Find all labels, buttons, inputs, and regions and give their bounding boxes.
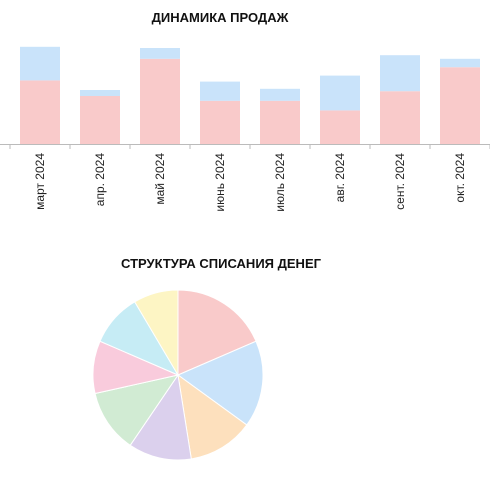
- x-tick-label: май 2024: [153, 153, 167, 205]
- bar-segment-1-6: [320, 110, 360, 144]
- pie-slice-2: [176, 340, 264, 426]
- x-tick-label: авг. 2024: [333, 153, 347, 203]
- x-tick-label: июнь 2024: [213, 153, 227, 212]
- bar-segment-2-1: [20, 46, 60, 81]
- bar-segment-2-7: [380, 55, 420, 92]
- bar-segment-1-4: [200, 100, 240, 144]
- pie-slice-5: [94, 374, 180, 446]
- sales-plot-area: [20, 46, 480, 144]
- bar-segment-2-4: [200, 81, 240, 101]
- bar-segment-2-5: [260, 88, 300, 101]
- bar-segment-1-5: [260, 100, 300, 144]
- pie-chart-title: СТРУКТУРА СПИСАНИЯ ДЕНЕГ: [121, 256, 322, 271]
- x-tick-label: апр. 2024: [93, 153, 107, 207]
- money-writeoff-structure-chart: СТРУКТУРА СПИСАНИЯ ДЕНЕГ: [92, 256, 322, 461]
- bar-segment-1-1: [20, 80, 60, 144]
- sales-dynamics-chart: ДИНАМИКА ПРОДАЖ март 2024 апр. 2024 май 20…: [0, 10, 490, 212]
- pie-slice-8: [134, 289, 179, 377]
- sales-chart-title: ДИНАМИКА ПРОДАЖ: [152, 10, 289, 25]
- pie-slice-3: [177, 373, 248, 460]
- bar-segment-1-2: [80, 96, 120, 144]
- bar-segment-1-3: [140, 58, 180, 144]
- pie-plot-area: [92, 289, 264, 461]
- pie-slice-4: [129, 373, 192, 461]
- bar-segment-2-8: [440, 58, 480, 68]
- x-tick-label: сент. 2024: [393, 153, 407, 210]
- x-axis-ticks: [9, 144, 490, 149]
- bar-segment-1-8: [440, 67, 480, 144]
- bar-segment-1-7: [380, 91, 420, 144]
- x-tick-label: март 2024: [33, 153, 47, 210]
- pie-slice-1: [177, 289, 257, 376]
- bar-segment-2-3: [140, 48, 180, 59]
- bar-segment-2-6: [320, 75, 360, 111]
- x-axis-tick-labels: март 2024 апр. 2024 май 2024 июнь 2024 июль …: [33, 153, 467, 212]
- x-tick-label: июль 2024: [273, 153, 287, 212]
- x-tick-label: окт. 2024: [453, 153, 467, 203]
- bar-segment-2-2: [80, 90, 120, 96]
